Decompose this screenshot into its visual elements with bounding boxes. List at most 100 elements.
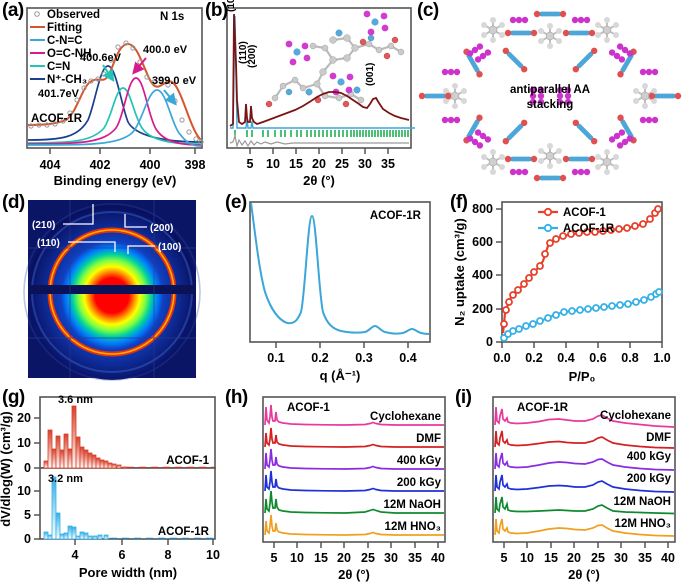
h-xtick-30: 30 <box>384 551 398 565</box>
g-xtick-10: 10 <box>206 548 220 562</box>
h-xtick-15: 15 <box>314 551 328 565</box>
b-xtick-15: 15 <box>289 157 303 171</box>
panel-e-sample: ACOF-1R <box>370 210 422 222</box>
e-xtick-03: 0.3 <box>355 351 372 365</box>
f-ytick-600: 600 <box>472 235 493 249</box>
h-xtick-10: 10 <box>290 551 304 565</box>
h-label-200kgy: 200 kGy <box>397 477 442 489</box>
h-label-cyclohexane: Cyclohexane <box>370 411 441 423</box>
i-trace-12m-hno3 <box>494 518 675 537</box>
f-legend-acof1: ACOF-1 <box>563 207 606 219</box>
e-xtick-04: 0.4 <box>399 351 416 365</box>
i-xtick-10: 10 <box>520 551 534 565</box>
panel-g-chart: 0 10 20 0 5 10 dV/dlog(W) (cm³/g) 3.6 nm… <box>0 394 220 580</box>
panel-e-chart: ACOF-1R 0.1 0.2 0.3 0.4 q (Å⁻¹) <box>249 201 431 383</box>
panel-a-corner-note: N 1s <box>160 11 184 23</box>
panel-f-xlabel: P/P₀ <box>569 369 596 384</box>
b-xtick-25: 25 <box>335 157 349 171</box>
i-label-12m-naoh: 12M NaOH <box>613 496 671 508</box>
f-xtick-10: 1.0 <box>653 351 670 365</box>
i-xtick-40: 40 <box>661 551 675 565</box>
xtick-404: 404 <box>40 158 61 172</box>
panel-c-caption-line2: stacking <box>527 99 574 111</box>
h-label-400kgy: 400 kGy <box>397 455 442 467</box>
peak-label-001: (001) <box>365 63 376 86</box>
panel-i-sample: ACOF-1R <box>517 402 569 414</box>
xtick-398: 398 <box>185 158 206 172</box>
g-sample-acof1: ACOF-1 <box>166 455 209 467</box>
h-label-12m-naoh: 12M NaOH <box>383 499 441 511</box>
g-xtick-4: 4 <box>72 548 79 562</box>
panel-b-xlabel: 2θ (°) <box>303 173 335 188</box>
panel-g-xlabel: Pore width (nm) <box>79 565 177 580</box>
i-trace-cyclohexane <box>494 406 675 428</box>
b-xtick-20: 20 <box>312 157 326 171</box>
g-bot-ytick-0: 0 <box>24 532 31 546</box>
legend-cn: C=N <box>47 61 70 73</box>
i-xtick-15: 15 <box>544 551 558 565</box>
inset-anion-2 <box>363 10 389 36</box>
panel-c-caption-line1: antiparallel AA <box>510 84 590 96</box>
panel-g: (g) <box>0 387 225 582</box>
h-trace-200kgy <box>264 470 444 492</box>
panel-h-chart: ACOF-1 Cyclohexane DMF 400 kGy <box>262 396 446 582</box>
peak-label-200: (200) <box>247 45 258 68</box>
f-ytick-200: 200 <box>472 302 493 316</box>
h-xtick-5: 5 <box>271 551 278 565</box>
i-label-12m-hno3: 12M HNO₃ <box>615 518 671 530</box>
panel-i-label: (i) <box>455 387 472 408</box>
i-trace-dmf <box>494 430 675 449</box>
panel-i: (i) ACOF-1R Cyclohexane DMF <box>455 387 685 582</box>
b-xtick-35: 35 <box>381 157 395 171</box>
panel-d-label: (d) <box>2 192 25 213</box>
d-ring-label-110: (110) <box>37 238 60 249</box>
i-label-cyclohexane: Cyclohexane <box>600 410 671 422</box>
i-label-400kgy: 400 kGy <box>627 451 672 463</box>
panel-f: (f) 0 200 400 600 800 N₂ uptake (cm³/g) <box>450 192 685 387</box>
b-xtick-10: 10 <box>266 157 280 171</box>
inset-anion-3 <box>329 72 354 96</box>
g-sample-acof1r: ACOF-1R <box>158 526 210 538</box>
h-label-dmf: DMF <box>416 433 441 445</box>
i-trace-400kgy <box>494 452 675 471</box>
panel-a: (a) Observed Fitting <box>0 0 210 190</box>
panel-f-ylabel: N₂ uptake (cm³/g) <box>452 218 467 326</box>
panel-b-bragg-ticks <box>234 130 409 137</box>
f-xtick-02: 0.2 <box>525 351 542 365</box>
panel-a-xlabel: Binding energy (eV) <box>54 173 177 188</box>
i-xtick-5: 5 <box>501 551 508 565</box>
h-xtick-40: 40 <box>431 551 445 565</box>
g-xtick-8: 8 <box>165 548 172 562</box>
legend-observed: Observed <box>47 9 100 21</box>
legend-fitting: Fitting <box>47 22 82 34</box>
panel-b-label: (b) <box>205 0 228 21</box>
h-trace-cyclohexane <box>264 404 444 426</box>
i-xtick-30: 30 <box>614 551 628 565</box>
g-annotation-32nm: 3.2 nm <box>48 473 83 485</box>
g-top-ytick-20: 20 <box>17 411 31 425</box>
g-top-ytick-0: 0 <box>24 461 31 475</box>
f-xtick-08: 0.8 <box>621 351 638 365</box>
h-trace-12m-hno3 <box>264 514 444 536</box>
i-label-dmf: DMF <box>646 432 671 444</box>
panel-h-xlabel: 2θ (°) <box>338 567 370 582</box>
h-xtick-35: 35 <box>408 551 422 565</box>
f-xtick-04: 0.4 <box>557 351 574 365</box>
inset-anion-1 <box>285 40 311 66</box>
panel-f-legend: ACOF-1 ACOF-1R <box>538 207 615 235</box>
panel-e-label: (e) <box>225 192 247 213</box>
panel-c-structure: antiparallel AA stacking antiparallel AA… <box>418 10 682 182</box>
panel-i-xlabel: 2θ (°) <box>568 567 600 582</box>
g-bot-ytick-5: 5 <box>24 508 31 522</box>
i-label-200kgy: 200 kGy <box>627 473 672 485</box>
panel-h: (h) ACOF-1 Cyclohexane <box>225 387 455 582</box>
d-ring-label-200: (200) <box>150 223 173 234</box>
f-ytick-400: 400 <box>472 268 493 282</box>
f-legend-acof1r: ACOF-1R <box>563 223 615 235</box>
panel-c: (c) <box>415 0 685 192</box>
panel-b-inset-structure <box>265 10 405 108</box>
panel-i-chart: ACOF-1R Cyclohexane DMF 400 kGy 200 <box>492 396 676 582</box>
b-xtick-5: 5 <box>247 157 254 171</box>
panel-h-label: (h) <box>225 387 248 408</box>
i-trace-12m-naoh <box>494 496 675 515</box>
